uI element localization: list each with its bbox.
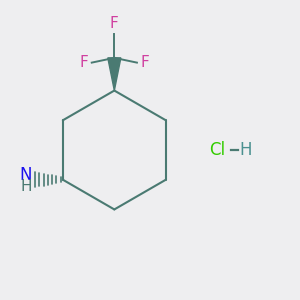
Text: F: F [80, 55, 88, 70]
Text: F: F [140, 55, 149, 70]
Text: N: N [19, 166, 32, 184]
Text: H: H [20, 179, 32, 194]
Text: H: H [239, 141, 252, 159]
Polygon shape [108, 58, 121, 91]
Text: Cl: Cl [209, 141, 226, 159]
Text: F: F [110, 16, 119, 31]
